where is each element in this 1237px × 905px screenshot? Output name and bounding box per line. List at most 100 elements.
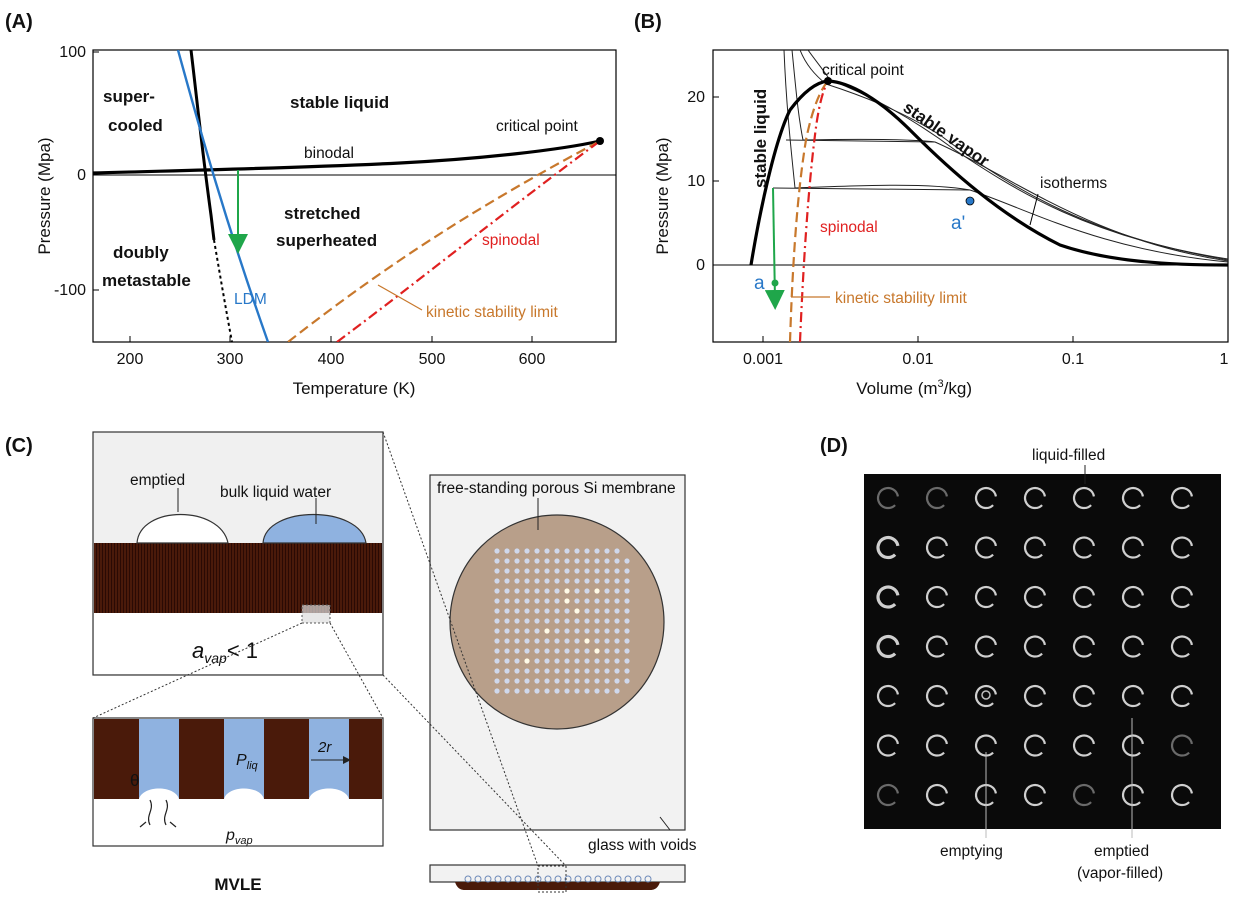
pore-dot [584, 638, 590, 644]
pore-dot [494, 558, 500, 564]
y-tick-label: 20 [687, 89, 705, 106]
pore-dot [564, 628, 570, 634]
pore-ring [1170, 536, 1193, 559]
spinodal-label-b: spinodal [820, 219, 878, 236]
pore-ring [1121, 585, 1144, 609]
pore-ring [974, 684, 997, 708]
pore-ring [1023, 486, 1046, 510]
pore-dot [574, 568, 580, 574]
pore-ring [925, 734, 948, 757]
y-ticks-a: 100 0 -100 [54, 44, 99, 299]
pore-dot [584, 588, 590, 594]
pore-dot [604, 638, 610, 644]
x-axis-label-b: Volume (m3/kg) [856, 378, 972, 398]
pore-dot [514, 668, 520, 674]
pore-dot [544, 578, 550, 584]
kinetic-leader-a [377, 284, 423, 311]
region-doubly: doubly [113, 243, 169, 262]
evaporation-arrows [147, 799, 169, 826]
emptying-ring [981, 690, 991, 700]
pore-ring [876, 535, 900, 560]
binodal-curve-b [749, 79, 1228, 267]
pore-dot [584, 648, 590, 654]
plot-frame-b [712, 49, 1229, 343]
pore-dot [514, 588, 520, 594]
void-dot [644, 875, 652, 883]
pore-dot [574, 678, 580, 684]
pore-ring [1072, 486, 1095, 510]
pore-dot [624, 628, 630, 634]
pore-dot [604, 658, 610, 664]
pore-dot [524, 648, 530, 654]
isotherm [799, 50, 1228, 261]
pore-dot [504, 558, 510, 564]
region-supercooled: super- [103, 87, 155, 106]
water-droplet [262, 513, 367, 544]
pore-ring [1023, 635, 1046, 658]
ldm-label: LDM [234, 291, 267, 308]
pore-dot [624, 598, 630, 604]
zoom-box-small [301, 604, 331, 624]
pore-dot [584, 548, 590, 554]
pore-dot [534, 568, 540, 574]
pore-dot [544, 628, 550, 634]
pore-dot [574, 648, 580, 654]
critical-point-dot-b [824, 77, 832, 85]
membrane-label: free-standing porous Si membrane [437, 480, 676, 497]
pore-dot [554, 668, 560, 674]
pore-dot [544, 668, 550, 674]
spinodal-label-a: spinodal [482, 232, 540, 249]
pore-dot [544, 588, 550, 594]
pore-dot [564, 588, 570, 594]
pore-ring [1023, 734, 1046, 757]
panel-c: (C) emptied bulk liquid water avap< 1 [5, 431, 697, 894]
pore-dot [604, 678, 610, 684]
pore-dot [514, 688, 520, 694]
pore-ring [1170, 783, 1193, 807]
isotherm [807, 50, 1228, 260]
pore-dot [614, 658, 620, 664]
isotherms-label: isotherms [1040, 175, 1107, 192]
pore-dot [564, 648, 570, 654]
pore-ring [1121, 734, 1144, 757]
pore-dot [544, 658, 550, 664]
region-stretched: stretched [284, 204, 361, 223]
pore-dot [494, 658, 500, 664]
pore-dot [624, 588, 630, 594]
pore-ring [1023, 585, 1046, 609]
pore-ring [1170, 585, 1193, 609]
pore-dot [584, 628, 590, 634]
pore-dot [534, 678, 540, 684]
void-dot [574, 875, 582, 883]
pore-ring [1170, 684, 1193, 708]
pore-dot [554, 628, 560, 634]
binodal-curve [93, 139, 601, 175]
vapor-filled-label: (vapor-filled) [1077, 865, 1163, 882]
void-dot [634, 875, 642, 883]
pore-dot [594, 588, 600, 594]
pore-dot [504, 658, 510, 664]
region-superheated: superheated [276, 231, 377, 250]
pore-dot [594, 628, 600, 634]
pore-dot [494, 668, 500, 674]
pore-rings [876, 486, 1193, 807]
pore-dot [564, 608, 570, 614]
pore-dot [504, 678, 510, 684]
pore-dot [574, 658, 580, 664]
x-tick-label: 400 [318, 351, 345, 368]
pore-walls [94, 719, 382, 799]
pore-ring [1170, 486, 1193, 510]
pore-dot [564, 568, 570, 574]
pore-dot [544, 558, 550, 564]
tie-line [772, 187, 971, 191]
y-tick-label: 0 [77, 167, 86, 184]
pore-dot [614, 608, 620, 614]
pore-dot [614, 678, 620, 684]
pore-dot [514, 618, 520, 624]
pore-dot [494, 588, 500, 594]
pore-dot [554, 558, 560, 564]
pore-ring [925, 486, 948, 510]
pore-dot [554, 638, 560, 644]
mvle-label: MVLE [214, 875, 261, 894]
pore-dot [544, 568, 550, 574]
